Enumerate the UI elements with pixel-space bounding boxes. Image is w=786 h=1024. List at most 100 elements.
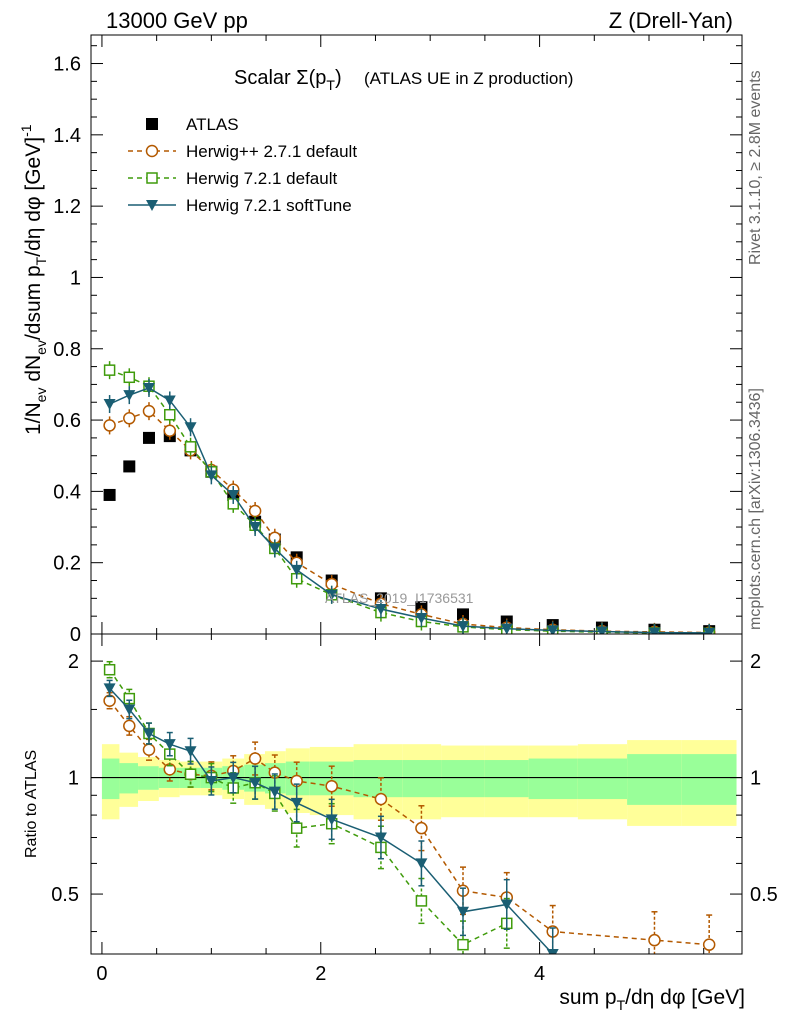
watermark-label: ATLAS_2019_I1736531 <box>325 590 474 606</box>
ratio-point <box>374 832 387 844</box>
legend-label: Herwig++ 2.7.1 default <box>186 142 357 161</box>
ratio-point <box>163 739 176 751</box>
data-point <box>703 627 716 634</box>
band-inner-bin <box>681 754 737 805</box>
data-point <box>415 612 428 624</box>
ratio-point <box>702 938 716 951</box>
ratio-point <box>249 777 262 789</box>
data-point <box>123 390 136 402</box>
x-tick-label: 2 <box>315 963 326 985</box>
ratio-y-tick-label: 1 <box>68 768 79 790</box>
ratio-y-tick-label-right: 1 <box>750 768 761 790</box>
top-y-tick-label: 1.2 <box>53 196 81 218</box>
ratio-point <box>205 775 218 787</box>
data-point <box>184 441 197 453</box>
band-inner-bin <box>528 758 578 800</box>
ratio-panel-frame <box>90 633 743 955</box>
legend-marker <box>145 144 159 158</box>
data-point <box>103 488 116 501</box>
data-point <box>205 470 218 482</box>
data-point <box>290 564 303 576</box>
ratio-point <box>248 752 262 765</box>
x-tick-label: 0 <box>96 963 107 985</box>
ratio-point <box>415 821 428 835</box>
ratio-line-2 <box>109 687 554 954</box>
top-y-tick-label: 0 <box>70 624 81 646</box>
x-axis-label: sum pT/dη dφ [GeV] <box>559 986 745 1013</box>
svg-text:sum pT/dη dφ [GeV]: sum pT/dη dφ [GeV] <box>559 986 745 1013</box>
ratio-y-tick-label: 0.5 <box>51 884 79 906</box>
ratio-point <box>103 663 116 676</box>
data-point <box>249 522 262 534</box>
header-right-label: Z (Drell-Yan) <box>609 8 733 33</box>
ratio-point <box>457 906 469 918</box>
top-y-tick-label: 1.4 <box>53 125 81 147</box>
header-left-label: 13000 GeV pp <box>106 8 248 33</box>
legend-label: Herwig 7.2.1 default <box>186 169 337 188</box>
data-point <box>227 489 240 501</box>
band-inner-bin <box>484 760 529 798</box>
ratio-point <box>546 949 559 954</box>
legend-marker <box>146 118 158 130</box>
data-point <box>142 382 155 394</box>
ratio-point <box>290 797 303 809</box>
data-point <box>546 625 559 634</box>
ratio-line-0 <box>109 700 710 946</box>
band-inner-bin <box>627 754 682 805</box>
chart-title-suffix: (ATLAS UE in Z production) <box>364 69 573 88</box>
svg-text:Scalar Σ(pT): Scalar Σ(pT) <box>234 67 342 93</box>
ratio-point <box>325 814 338 826</box>
ratio-point <box>142 743 156 757</box>
band-inner-bin <box>402 760 442 798</box>
rivet-version-label: Rivet 3.1.10, ≥ 2.8M events <box>747 70 764 265</box>
legend-label: Herwig 7.2.1 softTune <box>186 196 352 215</box>
top-y-tick-label: 0.6 <box>53 410 81 432</box>
top-y-tick-label: 1 <box>70 267 81 289</box>
ratio-point <box>123 704 136 716</box>
data-point <box>142 431 155 444</box>
ratio-point <box>184 746 197 758</box>
mcplots-label: mcplots.cern.ch [arXiv:1306.3436] <box>747 388 764 630</box>
ratio-y-tick-label-right: 2 <box>750 651 761 673</box>
ratio-point <box>142 728 155 740</box>
ratio-point <box>268 786 281 798</box>
ratio-point <box>374 792 388 806</box>
data-point <box>374 604 387 616</box>
top-panel-series <box>103 361 716 634</box>
data-point <box>123 371 136 384</box>
band-inner-bin <box>577 758 628 800</box>
chart-title: Scalar Σ(pT) (ATLAS UE in Z production) <box>234 67 573 93</box>
band-inner-bin <box>441 760 485 798</box>
bottom-y-axis-label: Ratio to ATLAS <box>23 750 40 858</box>
ratio-point <box>415 895 428 907</box>
data-point <box>163 395 176 407</box>
data-point <box>163 424 177 438</box>
data-point <box>164 408 176 421</box>
ratio-point <box>290 822 303 834</box>
ratio-y-tick-label-right: 0.5 <box>750 884 778 906</box>
svg-text:1/Nev dNev/dsum pT/dη dφ [GeV]: 1/Nev dNev/dsum pT/dη dφ [GeV]-1 <box>18 124 49 435</box>
ratio-point <box>415 858 428 870</box>
top-y-tick-label: 0.8 <box>53 339 81 361</box>
data-point <box>103 364 116 376</box>
top-y-tick-label: 0.4 <box>53 481 81 503</box>
data-point <box>268 543 281 555</box>
data-point <box>123 412 136 425</box>
legend-marker <box>146 172 158 184</box>
ratio-point <box>325 779 338 793</box>
legend-marker <box>146 200 158 211</box>
ratio-panel-series <box>103 660 716 954</box>
data-point <box>595 626 608 634</box>
data-point <box>103 399 116 411</box>
x-tick-label: 4 <box>534 963 545 985</box>
ratio-point <box>500 899 513 911</box>
data-point <box>248 504 262 518</box>
ratio-point <box>227 772 240 784</box>
data-point <box>500 623 513 634</box>
data-point <box>457 608 469 621</box>
data-point <box>123 460 136 473</box>
legend: ATLAS Herwig++ 2.7.1 default Herwig 7.2.1 … <box>128 115 357 215</box>
ratio-point <box>103 683 116 695</box>
data-point <box>184 422 197 434</box>
